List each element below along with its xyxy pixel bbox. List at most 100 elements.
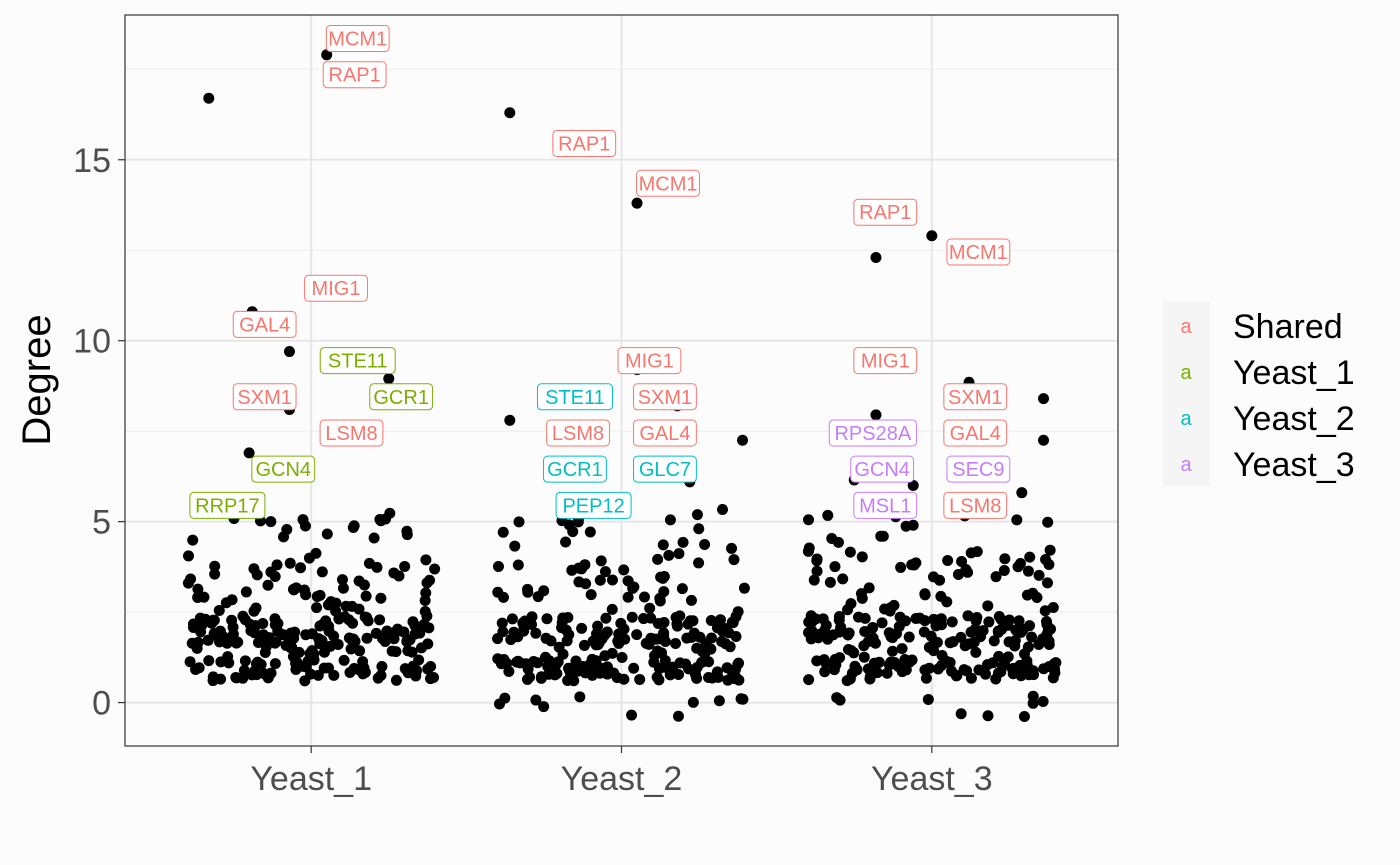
data-point [339,611,351,623]
data-point [876,617,888,629]
data-point [631,629,643,641]
gene-label-text: GCR1 [373,387,429,409]
gene-label: RAP1 [552,129,617,157]
data-point [269,658,281,670]
data-point [358,579,370,591]
data-point [718,622,730,634]
data-point [914,612,926,624]
data-point [561,635,573,647]
gene-label: LSM8 [546,419,610,447]
data-point [321,528,333,540]
data-point [833,626,845,638]
data-point [990,571,1002,583]
data-point [691,662,703,674]
highlighted-point [870,251,882,263]
data-point [347,617,359,629]
data-point [578,639,590,651]
data-point [328,669,340,681]
legend-entry: Shared [1233,308,1343,346]
highlighted-point [321,49,333,61]
data-point [1015,670,1027,682]
data-point [259,668,271,680]
data-point [812,632,824,644]
data-point [376,661,388,673]
highlighted-point [504,107,516,119]
y-tick-label: 0 [92,685,111,723]
data-point [538,701,550,713]
gene-label: MCM1 [636,169,700,197]
data-point [572,516,584,528]
data-point [340,600,352,612]
gene-label: LSM8 [319,419,384,447]
legend-key: a [1180,454,1192,476]
gene-label: SEC9 [946,455,1011,483]
gene-label-box [946,455,1011,483]
data-point [1022,565,1034,577]
data-point [262,579,274,591]
data-point [407,660,419,672]
data-point [971,546,983,558]
data-point [819,666,831,678]
gene-label: PEP12 [555,491,632,519]
data-point [803,542,815,554]
data-point [960,563,972,575]
data-point [803,514,815,526]
data-point [551,667,563,679]
legend-key: a [1180,362,1192,384]
gene-label-box [828,419,917,447]
data-point [848,647,860,659]
gene-label-text: RAP1 [859,202,911,224]
gene-label-box [232,310,297,338]
data-point [497,526,509,538]
data-point [999,553,1011,565]
data-point [658,627,670,639]
data-point [428,672,440,684]
data-point [499,692,511,704]
data-point [919,664,931,676]
data-point [651,671,663,683]
gene-label-text: SXM1 [237,387,291,409]
data-point [318,662,330,674]
gene-label: SXM1 [633,383,697,411]
data-point [699,539,711,551]
data-point [379,635,391,647]
highlighted-point [907,479,919,491]
highlighted-point [283,346,295,358]
data-point [803,627,815,639]
gene-label-text: RRP17 [195,495,259,517]
data-point [278,531,290,543]
data-point [224,634,236,646]
data-point [885,656,897,668]
data-point [896,666,908,678]
data-point [693,557,705,569]
data-point [944,656,956,668]
data-point [982,600,994,612]
data-point [867,632,879,644]
data-point [614,629,626,641]
gene-label-box [943,383,1008,411]
x-tick-label: Yeast_3 [871,760,993,798]
data-point [717,503,729,515]
gene-label: GCN4 [850,455,915,483]
legend-key: a [1180,408,1192,430]
gene-label: MIG1 [853,347,918,375]
data-point [579,559,591,571]
y-tick-label: 5 [92,504,111,542]
data-point [684,615,696,627]
data-point [187,534,199,546]
y-tick-label: 15 [73,142,111,180]
data-point [659,635,671,647]
gene-label: GAL4 [633,419,697,447]
y-axis: 0 5 10 15 [73,142,125,723]
data-point [239,655,251,667]
highlighted-point [265,516,277,528]
gene-label: GAL4 [943,419,1008,447]
gene-label-box [853,347,918,375]
data-point [658,586,670,598]
data-point [530,627,542,639]
data-point [599,629,611,641]
x-tick-label: Yeast_1 [250,760,372,798]
gene-label: GCN4 [251,455,316,483]
